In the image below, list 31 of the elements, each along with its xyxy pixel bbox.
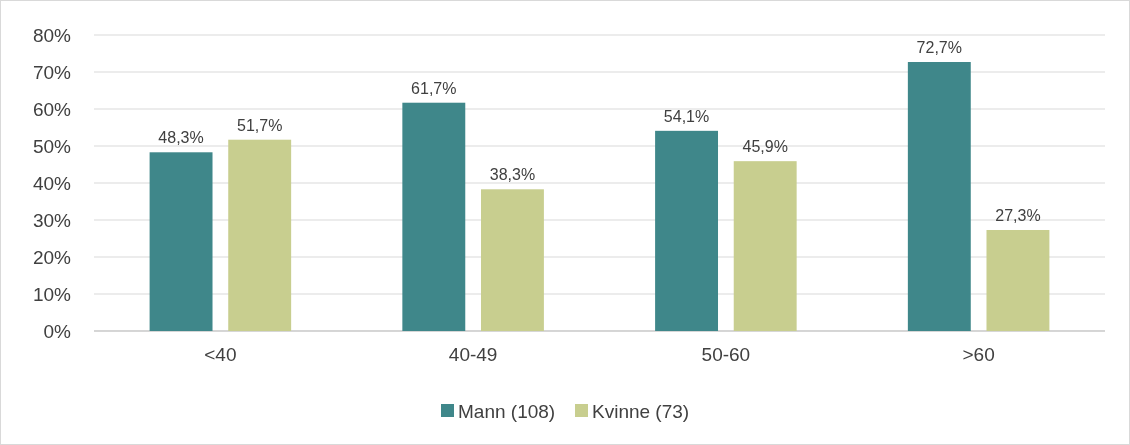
x-tick-label: 40-49 <box>448 344 498 365</box>
data-label: 54,1% <box>663 107 710 125</box>
x-tick-label: >60 <box>962 344 995 365</box>
bar <box>480 189 544 331</box>
bar <box>228 139 292 331</box>
y-tick-label: 10% <box>32 283 72 305</box>
legend-label: Mann (108) <box>458 400 556 422</box>
bar <box>733 161 797 331</box>
bar <box>907 62 971 331</box>
bar <box>986 229 1050 331</box>
data-label: 38,3% <box>489 166 536 184</box>
data-label: 51,7% <box>237 116 283 134</box>
data-label: 48,3% <box>158 129 204 147</box>
data-label: 27,3% <box>995 206 1041 224</box>
x-tick-label: <40 <box>204 344 237 365</box>
y-tick-label: 80% <box>32 24 72 46</box>
x-tick-label: 50-60 <box>701 344 751 365</box>
bar <box>149 152 213 331</box>
y-tick-label: 30% <box>32 209 72 231</box>
data-label: 45,9% <box>742 138 788 156</box>
y-tick-label: 40% <box>32 172 72 194</box>
y-tick-label: 0% <box>43 320 72 342</box>
legend-label: Kvinne (73) <box>592 400 690 422</box>
y-tick-label: 60% <box>32 98 72 120</box>
bar <box>402 102 466 331</box>
y-tick-label: 70% <box>32 61 72 83</box>
y-tick-label: 50% <box>32 135 72 157</box>
y-tick-label: 20% <box>32 246 72 268</box>
data-label: 61,7% <box>411 79 457 97</box>
bar <box>655 130 719 331</box>
data-label: 72,7% <box>916 39 962 57</box>
